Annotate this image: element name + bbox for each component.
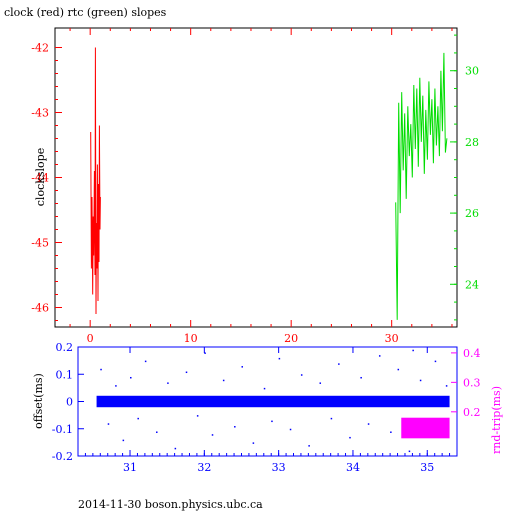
offset-point (330, 417, 333, 420)
series-line-rtc (395, 52, 448, 320)
x-tick-label: 34 (346, 461, 360, 474)
offset-point (185, 371, 188, 374)
offset-point (278, 357, 281, 360)
offset-point (349, 436, 351, 439)
x-tick-label: 10 (184, 332, 198, 345)
offset-point (263, 387, 266, 390)
y2-tick-label: 30 (465, 65, 479, 78)
series-line-clock (90, 47, 101, 315)
x-tick-label: 0 (87, 332, 94, 345)
y-tick-label: -45 (31, 237, 49, 250)
y2-axis-label: rnd-trip(ms) (490, 386, 503, 454)
offset-point (222, 379, 225, 382)
y2-tick-label: 26 (465, 207, 479, 220)
offset-point (122, 439, 125, 442)
offset-point (390, 431, 392, 433)
offset-point (252, 442, 255, 444)
offset-point (100, 368, 102, 371)
offset-point (156, 431, 158, 433)
y-tick-label: -44 (31, 172, 49, 185)
offset-point (412, 349, 414, 352)
x-tick-label: 20 (284, 332, 298, 345)
x-tick-label: 30 (385, 332, 399, 345)
y-tick-label: -46 (31, 302, 49, 315)
offset-point (434, 360, 437, 363)
offset-point (408, 450, 411, 453)
y2-tick-label: 0.2 (463, 406, 481, 419)
offset-point (211, 434, 214, 436)
offset-point (445, 385, 448, 387)
y-axis-label: clockslope (34, 148, 47, 206)
offset-point (419, 379, 422, 382)
y2-tick-label: 28 (465, 136, 479, 149)
y-tick-label: 0 (66, 396, 73, 409)
footer-text: 2014-11-30 boson.physics.ubc.ca (78, 498, 263, 511)
top-chart: 0 10 20 30 -46 -45 -44 -43 -42 24 26 28 30 clockslope (31, 27, 479, 345)
y-tick-label: -43 (31, 107, 49, 120)
offset-point (234, 426, 236, 428)
offset-point (308, 445, 310, 447)
offset-point (115, 385, 117, 387)
y-tick-label: 0.1 (56, 368, 74, 381)
offset-point (144, 360, 147, 363)
y-tick-label: -0.1 (52, 423, 73, 436)
y-axis-label: offset(ms) (32, 373, 45, 429)
offset-point (338, 363, 340, 365)
bottom-chart: 31 32 33 34 35 -0.2 -0.1 0 0.1 0.2 0.2 0.3 0.4 offset… (32, 341, 503, 474)
offset-band (96, 395, 450, 408)
offset-point (319, 382, 322, 384)
offset-point (241, 366, 243, 368)
offset-point (397, 368, 400, 371)
y-tick-label: -42 (31, 42, 49, 55)
offset-point (204, 352, 206, 354)
offset-point (367, 423, 370, 425)
offset-point (271, 420, 273, 423)
x-tick-label: 35 (420, 461, 434, 474)
y2-tick-label: 24 (465, 278, 479, 291)
offset-point (196, 415, 199, 417)
offset-point (137, 417, 139, 420)
y-tick-label: 0.2 (56, 341, 74, 354)
offset-point (300, 374, 303, 376)
rndtrip-band (401, 417, 450, 439)
offset-point (130, 376, 132, 379)
y-tick-label: -0.2 (52, 450, 73, 463)
x-tick-label: 32 (197, 461, 211, 474)
y2-tick-label: 0.3 (463, 376, 481, 389)
offset-point (360, 376, 362, 379)
offset-point (167, 382, 169, 384)
offset-point (107, 423, 110, 425)
x-tick-label: 31 (123, 461, 137, 474)
offset-point (378, 355, 381, 357)
chart-title: clock (red) rtc (green) slopes (4, 6, 167, 19)
offset-point (174, 447, 177, 450)
y2-tick-label: 0.4 (463, 347, 481, 360)
offset-point (289, 428, 292, 431)
x-tick-label: 33 (272, 461, 286, 474)
